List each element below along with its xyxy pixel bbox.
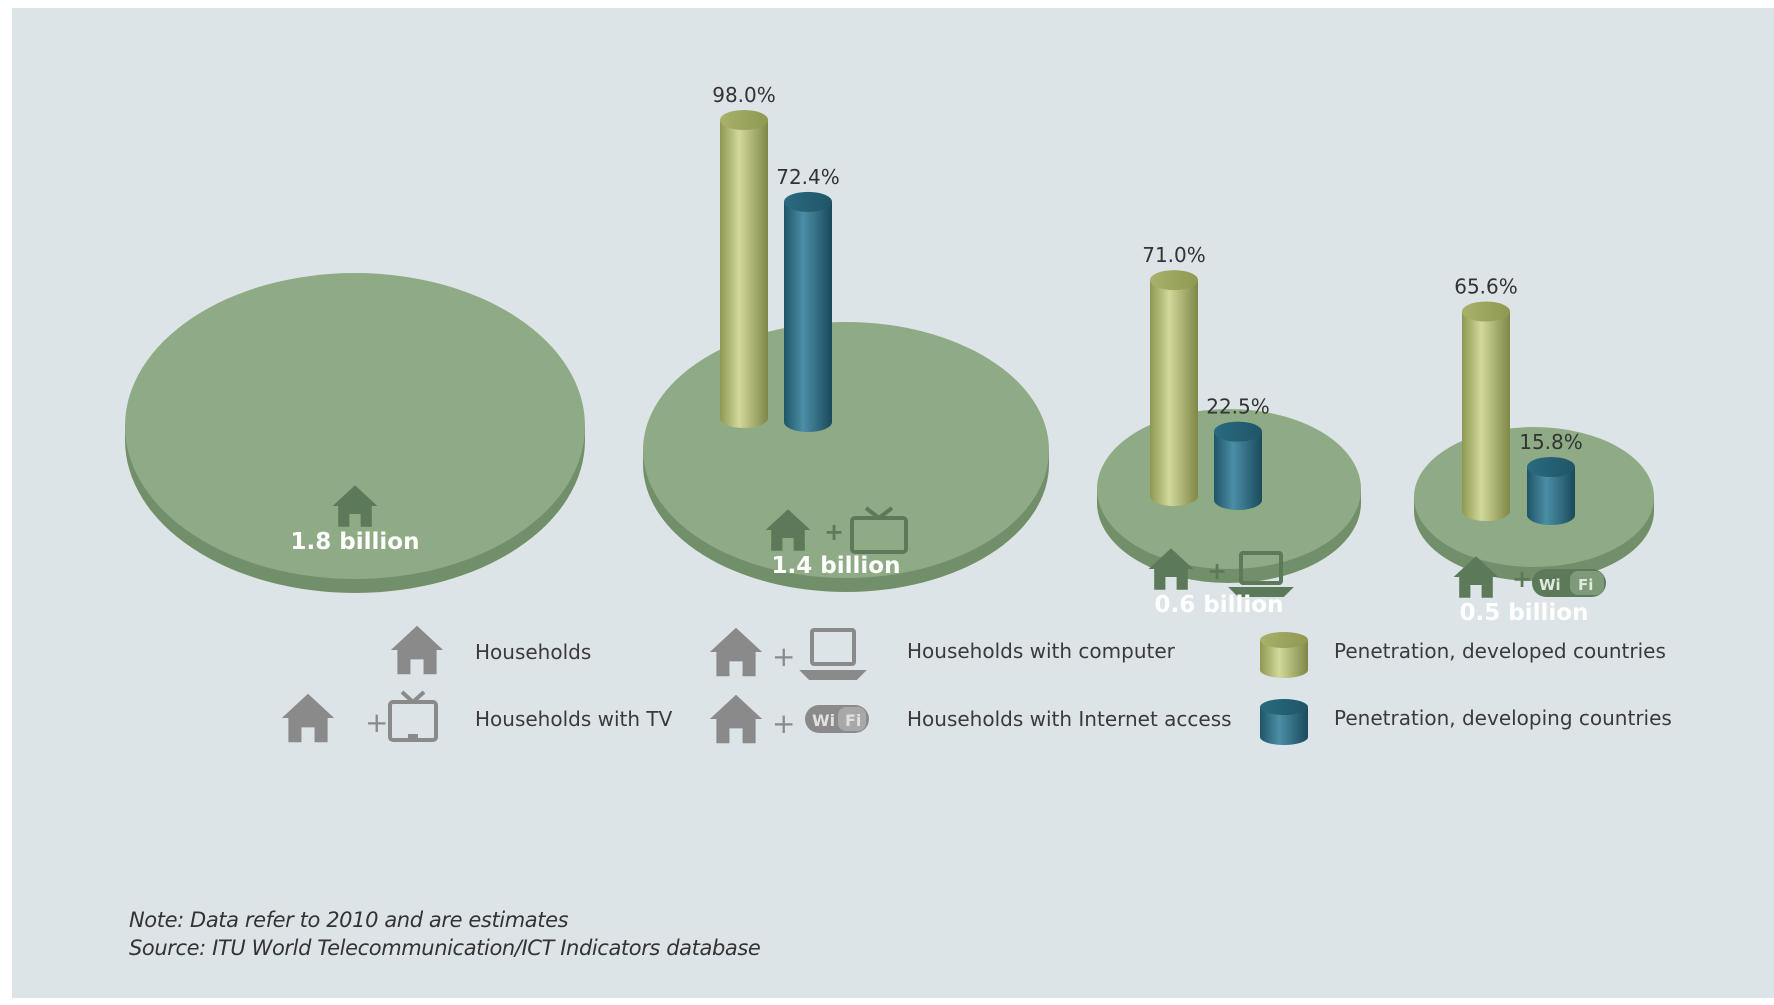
plus-icon: +	[772, 640, 795, 673]
plus-icon: +	[824, 518, 844, 546]
penetration-bar	[1527, 456, 1575, 525]
wifi-icon: Wi Fi	[805, 705, 869, 733]
chart-labels: 1.8 billion +1.4 billion +0.6 billion + Wi Fi…	[291, 83, 1606, 626]
plus-icon: +	[1512, 565, 1532, 593]
legend-households-computer-icon: +	[708, 620, 868, 687]
legend-developing-label: Penetration, developing countries	[1334, 706, 1672, 730]
svg-text:Fi: Fi	[1578, 576, 1593, 594]
penetration-cylinders	[720, 110, 1575, 525]
household-disc	[125, 273, 585, 593]
disc-icons: +	[765, 506, 908, 554]
penetration-bar	[784, 191, 832, 432]
plus-icon: +	[365, 706, 388, 739]
legend-households-label: Households	[475, 640, 592, 664]
house-icon	[709, 694, 763, 744]
legend-developing-swatch	[1258, 697, 1310, 752]
penetration-bar	[1462, 301, 1510, 521]
plus-icon: +	[772, 707, 795, 740]
svg-text:Fi: Fi	[845, 711, 861, 730]
penetration-bar	[1150, 270, 1198, 506]
bar-value-label: 22.5%	[1206, 395, 1270, 419]
household-disc	[643, 322, 1049, 592]
house-icon	[281, 693, 335, 743]
bar-value-label: 71.0%	[1142, 243, 1206, 267]
house-icon	[387, 622, 447, 678]
svg-text:Wi: Wi	[812, 711, 835, 730]
legend-households-computer-label: Households with computer	[907, 639, 1175, 663]
bar-value-label: 98.0%	[712, 83, 776, 107]
legend-households-internet-label: Households with Internet access	[907, 707, 1232, 731]
disc-icons: +	[1148, 548, 1294, 597]
chart-canvas: 1.8 billion +1.4 billion +0.6 billion + Wi Fi…	[125, 83, 1654, 626]
legend-households-tv-label: Households with TV	[475, 707, 673, 731]
tv-icon	[388, 690, 438, 742]
legend-developed-swatch	[1258, 630, 1310, 685]
plus-icon: +	[1207, 557, 1227, 585]
laptop-icon	[1228, 551, 1294, 597]
tv-icon	[850, 506, 908, 554]
disc-value-label: 0.5 billion	[1460, 600, 1589, 626]
disc-value-label: 0.6 billion	[1155, 592, 1284, 618]
wifi-icon: Wi Fi	[1532, 569, 1606, 597]
disc-value-label: 1.4 billion	[772, 553, 901, 579]
chart-figure: 1.8 billion +1.4 billion +0.6 billion + Wi Fi…	[12, 8, 1774, 998]
penetration-bar	[1214, 421, 1262, 510]
legend-households-icon	[387, 622, 447, 683]
note-line: Note: Data refer to 2010 and are estimat…	[129, 908, 569, 932]
bar-value-label: 15.8%	[1519, 430, 1583, 454]
penetration-bar	[720, 110, 768, 428]
legend-households-internet-icon: + Wi Fi	[708, 687, 878, 754]
legend-households-tv-icon: +	[280, 688, 440, 753]
svg-text:Wi: Wi	[1539, 576, 1561, 594]
laptop-icon	[799, 628, 867, 680]
disc-icons: + Wi Fi	[1453, 556, 1606, 598]
bar-value-label: 65.6%	[1454, 275, 1518, 299]
legend-developed-label: Penetration, developed countries	[1334, 639, 1666, 663]
house-icon	[709, 627, 763, 677]
bar-value-label: 72.4%	[776, 165, 840, 189]
disc-value-label: 1.8 billion	[291, 529, 420, 555]
source-line: Source: ITU World Telecommunication/ICT …	[129, 936, 761, 960]
